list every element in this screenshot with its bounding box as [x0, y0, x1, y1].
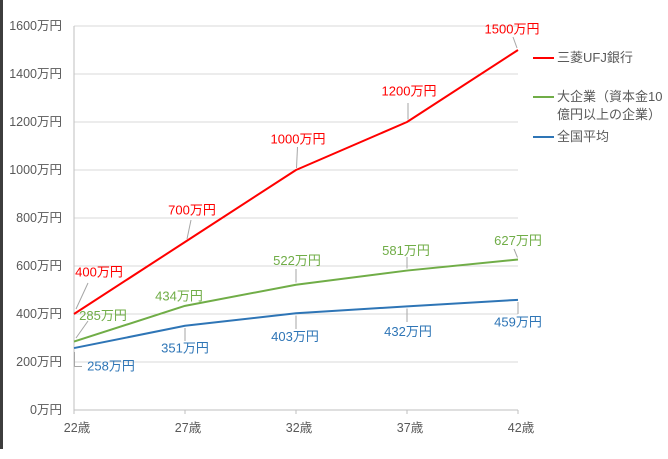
- y-axis-label: 800万円: [16, 211, 62, 225]
- y-axis-label: 200万円: [16, 355, 62, 369]
- data-label-leader-line: [75, 320, 89, 339]
- legend-label: 三菱UFJ銀行: [557, 50, 633, 65]
- data-label-leader-line: [186, 219, 192, 240]
- data-label-large-company: 627万円: [494, 233, 542, 248]
- x-axis-label: 22歳: [64, 421, 91, 435]
- y-axis-label: 1400万円: [9, 67, 62, 81]
- data-label-large-company: 285万円: [79, 308, 127, 323]
- x-axis-label: 42歳: [508, 421, 535, 435]
- data-label-large-company: 522万円: [273, 253, 321, 268]
- x-axis-label: 37歳: [397, 421, 424, 435]
- data-label-mufg: 400万円: [75, 265, 123, 280]
- data-label-mufg: 700万円: [168, 203, 216, 218]
- y-axis-label: 600万円: [16, 259, 62, 273]
- data-label-leader-line: [296, 146, 298, 169]
- legend-swatch-mufg: [533, 57, 554, 59]
- legend-item-large-company: 大企業（資本金10億円以上の企業）: [533, 88, 668, 124]
- data-label-mufg: 1000万円: [271, 132, 326, 147]
- data-label-mufg: 1200万円: [382, 84, 437, 99]
- window-left-border: [0, 0, 3, 449]
- legend-label: 大企業（資本金10億円以上の企業）: [557, 89, 663, 122]
- x-axis-label: 32歳: [286, 421, 313, 435]
- data-label-leader-line: [75, 282, 89, 310]
- legend-swatch-large-company: [533, 96, 554, 98]
- data-label-leader-line: [512, 36, 518, 49]
- data-label-large-company: 434万円: [155, 288, 203, 303]
- legend-swatch-national-average: [533, 136, 554, 138]
- data-label-national-average: 258万円: [87, 359, 135, 374]
- series-line-large-company: [73, 258, 519, 343]
- legend-label: 全国平均: [557, 129, 610, 144]
- series-line-mufg: [73, 49, 519, 315]
- series-line-national-average: [73, 298, 519, 350]
- y-axis-label: 1600万円: [9, 19, 62, 33]
- x-axis-label: 27歳: [175, 421, 202, 435]
- data-label-large-company: 581万円: [382, 243, 430, 258]
- data-label-mufg: 1500万円: [485, 22, 540, 37]
- y-axis-label: 400万円: [16, 307, 62, 321]
- data-label-national-average: 459万円: [494, 314, 542, 329]
- data-label-national-average: 403万円: [271, 329, 319, 344]
- data-label-national-average: 432万円: [384, 324, 432, 339]
- y-axis-label: 1000万円: [9, 163, 62, 177]
- data-label-leader-line: [513, 248, 518, 258]
- data-label-national-average: 351万円: [161, 340, 209, 355]
- y-axis-label: 0万円: [30, 403, 62, 417]
- legend-item-national-average: 全国平均: [533, 128, 668, 146]
- y-axis-label: 1200万円: [9, 115, 62, 129]
- legend-item-mufg: 三菱UFJ銀行: [533, 49, 668, 67]
